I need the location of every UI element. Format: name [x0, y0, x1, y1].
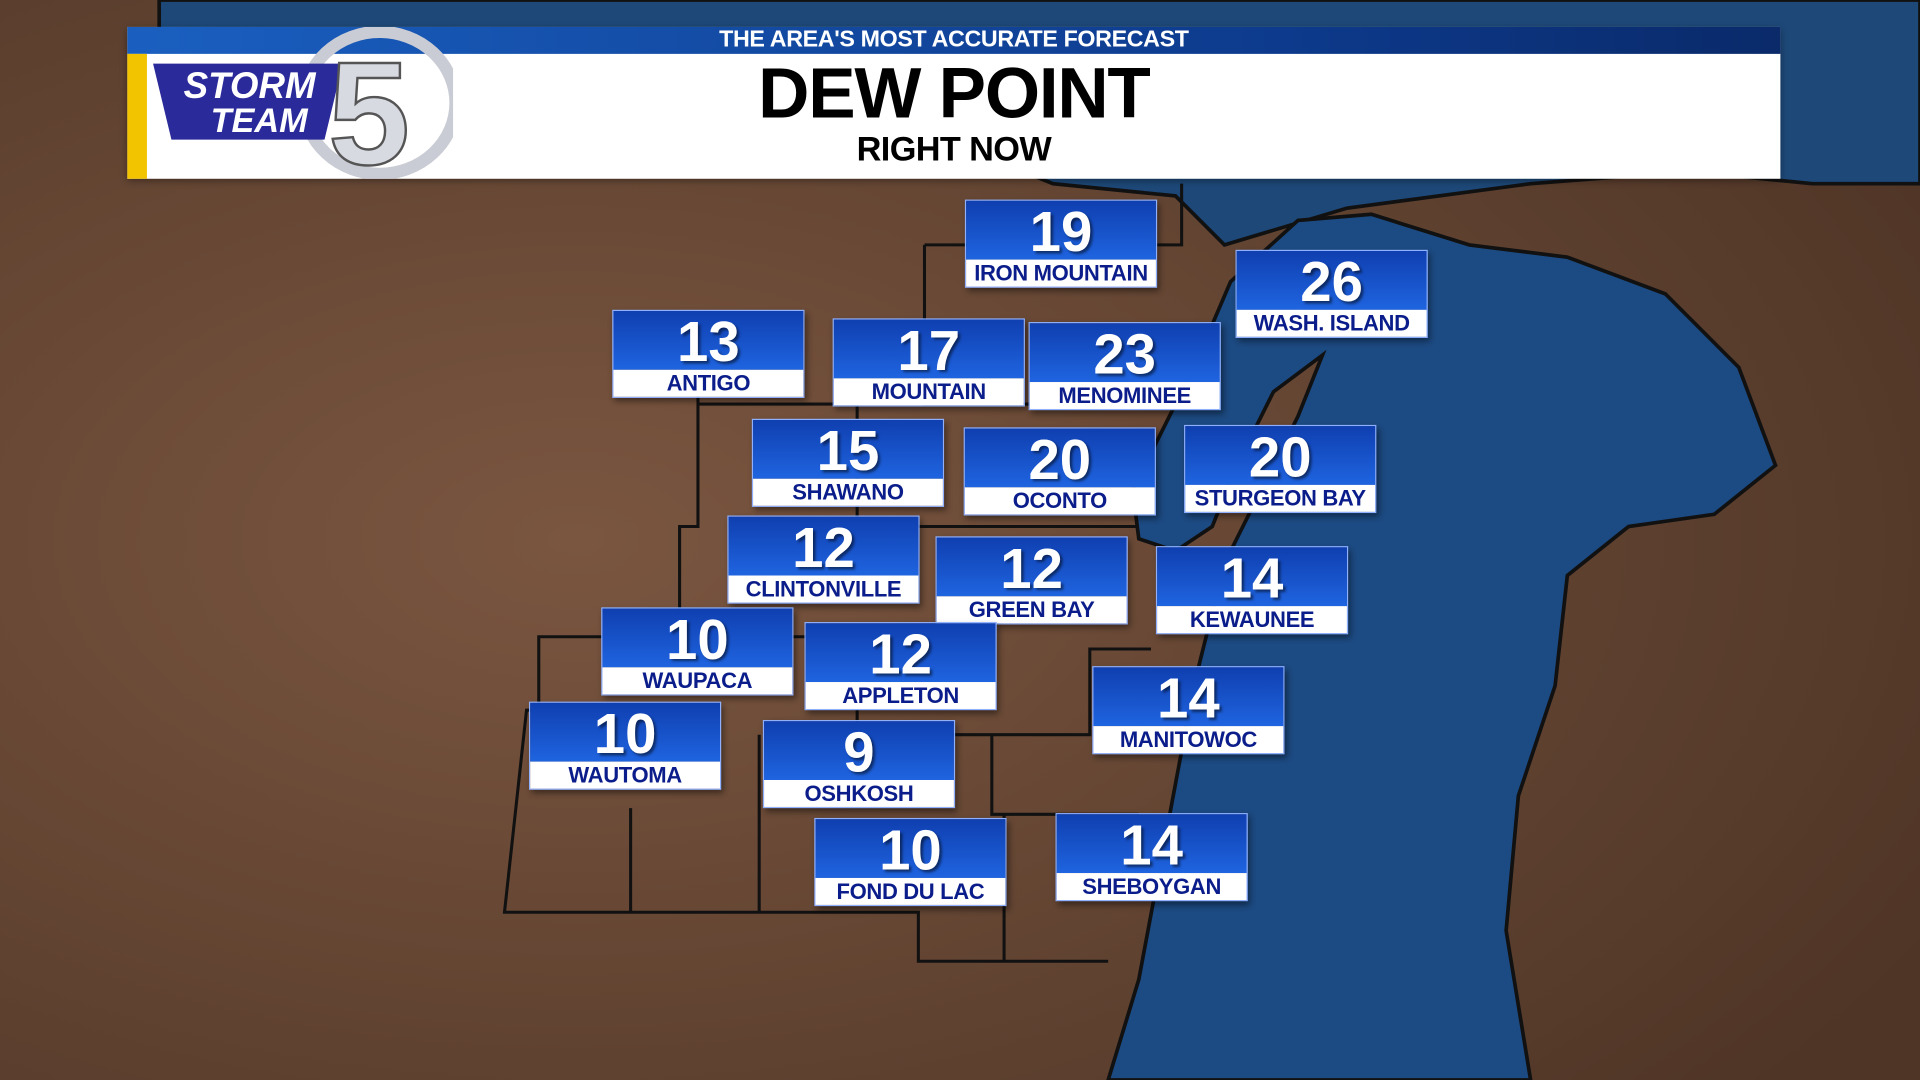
station-name: MOUNTAIN: [833, 378, 1024, 406]
svg-text:5: 5: [328, 32, 410, 179]
station-label: 12 GREEN BAY: [935, 536, 1128, 625]
station-label: 20 OCONTO: [963, 427, 1156, 516]
station-name: STURGEON BAY: [1185, 484, 1376, 512]
dew-point-value: 9: [764, 721, 954, 782]
dew-point-value: 17: [833, 320, 1024, 381]
station-label: 10 FOND DU LAC: [814, 817, 1007, 907]
station-name: WAUPACA: [602, 667, 793, 695]
dew-point-value: 12: [728, 517, 919, 578]
dew-point-value: 14: [1093, 667, 1284, 729]
page-subtitle: RIGHT NOW: [856, 129, 1052, 168]
dew-point-value: 20: [964, 429, 1155, 490]
station-name: FOND DU LAC: [815, 877, 1006, 905]
station-label: 12 APPLETON: [804, 622, 997, 711]
station-label: 10 WAUPACA: [601, 607, 794, 696]
station-label: 19 IRON MOUNTAIN: [964, 199, 1158, 288]
station-label: 14 SHEBOYGAN: [1055, 813, 1248, 902]
dew-point-value: 26: [1236, 251, 1427, 312]
dew-point-value: 14: [1056, 814, 1247, 876]
station-name: MENOMINEE: [1029, 382, 1220, 409]
station-name: OSHKOSH: [764, 780, 954, 807]
station-label: 9 OSHKOSH: [762, 720, 956, 809]
station-name: CLINTONVILLE: [728, 575, 919, 603]
station-label: 17 MOUNTAIN: [832, 318, 1025, 407]
dew-point-value: 19: [966, 201, 1156, 262]
dew-point-value: 10: [530, 703, 721, 764]
station-name: SHAWANO: [753, 478, 943, 506]
storm-team-5-logo: STORM TEAM 5: [153, 26, 454, 179]
dew-point-value: 23: [1029, 323, 1220, 384]
svg-text:STORM: STORM: [184, 65, 317, 106]
station-label: 13 ANTIGO: [612, 309, 805, 398]
svg-text:TEAM: TEAM: [211, 102, 310, 140]
station-label: 15 SHAWANO: [751, 418, 945, 507]
dew-point-value: 10: [815, 819, 1006, 880]
station-name: SHEBOYGAN: [1056, 873, 1247, 901]
station-name: MANITOWOC: [1093, 726, 1284, 754]
station-label: 12 CLINTONVILLE: [727, 515, 920, 604]
station-name: ANTIGO: [613, 369, 804, 397]
dew-point-value: 12: [805, 623, 996, 684]
station-name: APPLETON: [805, 682, 996, 709]
dew-point-value: 15: [753, 420, 943, 481]
station-name: WAUTOMA: [530, 761, 721, 789]
station-name: GREEN BAY: [936, 596, 1127, 624]
station-label: 23 MENOMINEE: [1028, 322, 1221, 411]
station-label: 26 WASH. ISLAND: [1235, 249, 1428, 338]
dew-point-value: 10: [602, 608, 793, 670]
station-label: 20 STURGEON BAY: [1184, 424, 1377, 514]
dew-point-value: 13: [613, 311, 804, 372]
page-title: DEW POINT: [758, 53, 1151, 134]
dew-point-value: 14: [1157, 547, 1347, 609]
accent-bar: [127, 53, 147, 179]
station-label: 14 KEWAUNEE: [1155, 546, 1349, 635]
station-name: KEWAUNEE: [1157, 606, 1347, 634]
station-label: 14 MANITOWOC: [1092, 666, 1285, 755]
dew-point-value: 20: [1185, 426, 1376, 487]
station-name: IRON MOUNTAIN: [966, 259, 1156, 287]
lake-michigan: [1106, 212, 1778, 1080]
station-name: WASH. ISLAND: [1236, 309, 1427, 337]
station-label: 10 WAUTOMA: [528, 701, 722, 790]
dew-point-value: 12: [936, 538, 1127, 599]
station-name: OCONTO: [964, 487, 1155, 515]
